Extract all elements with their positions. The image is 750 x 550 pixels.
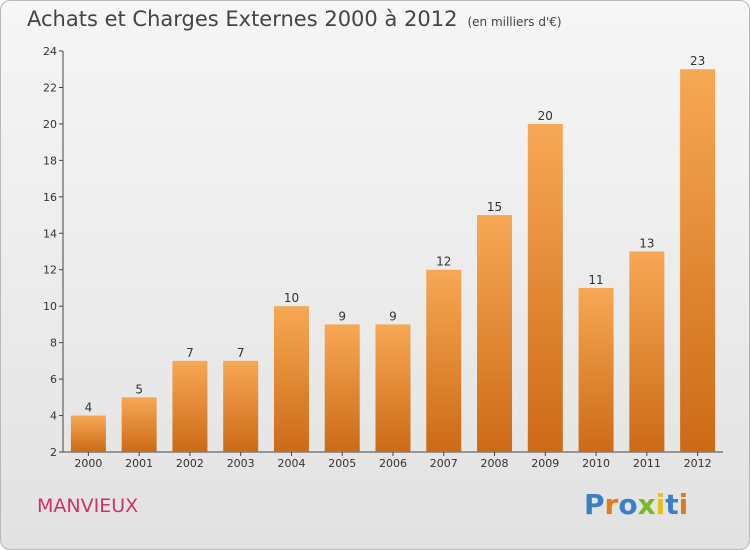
logo-letter: r	[604, 488, 619, 521]
y-tick-label: 20	[43, 118, 57, 131]
commune-name: MANVIEUX	[37, 495, 139, 517]
data-label-2003: 7	[237, 346, 245, 360]
x-tick-label: 2002	[176, 457, 204, 470]
y-tick-label: 6	[50, 373, 57, 386]
bar-2001	[121, 397, 157, 452]
bar-2006	[375, 324, 411, 452]
y-tick-label: 14	[43, 227, 57, 240]
logo-letter: P	[584, 488, 605, 521]
x-tick-label: 2006	[379, 457, 407, 470]
data-label-2002: 7	[186, 346, 194, 360]
chart-title-text: Achats et Charges Externes 2000 à 2012	[27, 7, 458, 31]
x-tick-label: 2007	[430, 457, 458, 470]
x-tick-label: 2000	[74, 457, 102, 470]
data-label-2001: 5	[135, 382, 143, 396]
logo-letter: t	[665, 488, 679, 521]
bar-2012	[680, 69, 716, 453]
proxiti-logo: Proxiti	[584, 488, 688, 521]
bar-2004	[273, 306, 309, 452]
logo-letter: x	[637, 488, 656, 521]
y-tick-label: 18	[43, 154, 57, 167]
bar-2011	[629, 251, 665, 452]
bar-2003	[223, 360, 259, 452]
y-tick-label: 24	[43, 45, 57, 58]
data-label-2012: 23	[690, 54, 705, 68]
y-tick-label: 16	[43, 191, 57, 204]
chart-subtitle: (en milliers d'€)	[467, 15, 562, 29]
x-tick-label: 2011	[633, 457, 661, 470]
data-label-2008: 15	[487, 200, 502, 214]
x-tick-label: 2005	[328, 457, 356, 470]
data-label-2007: 12	[436, 255, 451, 269]
data-label-2009: 20	[538, 109, 553, 123]
bar-2009	[527, 123, 563, 452]
bar-2007	[426, 269, 462, 452]
bar-2002	[172, 360, 208, 452]
data-label-2011: 13	[639, 237, 654, 251]
logo-letter: i	[678, 488, 689, 521]
bar-2005	[324, 324, 360, 452]
x-tick-label: 2010	[582, 457, 610, 470]
x-tick-label: 2001	[125, 457, 153, 470]
y-tick-label: 22	[43, 81, 57, 94]
data-label-2005: 9	[338, 309, 346, 323]
data-label-2004: 10	[284, 291, 299, 305]
data-labels: 4 5 7 7 10 9 9 12 15 20 11 13 23	[85, 54, 706, 414]
chart-title: Achats et Charges Externes 2000 à 2012 (e…	[27, 7, 562, 31]
data-label-2006: 9	[389, 309, 397, 323]
y-tick-label: 12	[43, 264, 57, 277]
x-tick-label: 2003	[227, 457, 255, 470]
y-tick-label: 2	[50, 446, 57, 459]
bars	[70, 69, 716, 453]
bar-2010	[578, 287, 614, 452]
data-label-2010: 11	[588, 273, 603, 287]
data-label-2000: 4	[85, 401, 93, 415]
y-tick-label: 8	[50, 337, 57, 350]
x-tick-label: 2009	[531, 457, 559, 470]
logo-letter: o	[618, 488, 638, 521]
x-tick-label: 2004	[277, 457, 305, 470]
bar-2000	[70, 415, 106, 452]
y-tick-label: 10	[43, 300, 57, 313]
x-tick-label: 2008	[481, 457, 509, 470]
y-tick-label: 4	[50, 410, 57, 423]
x-tick-label: 2012	[684, 457, 712, 470]
logo-letter: i	[655, 488, 666, 521]
bar-2008	[477, 215, 513, 452]
